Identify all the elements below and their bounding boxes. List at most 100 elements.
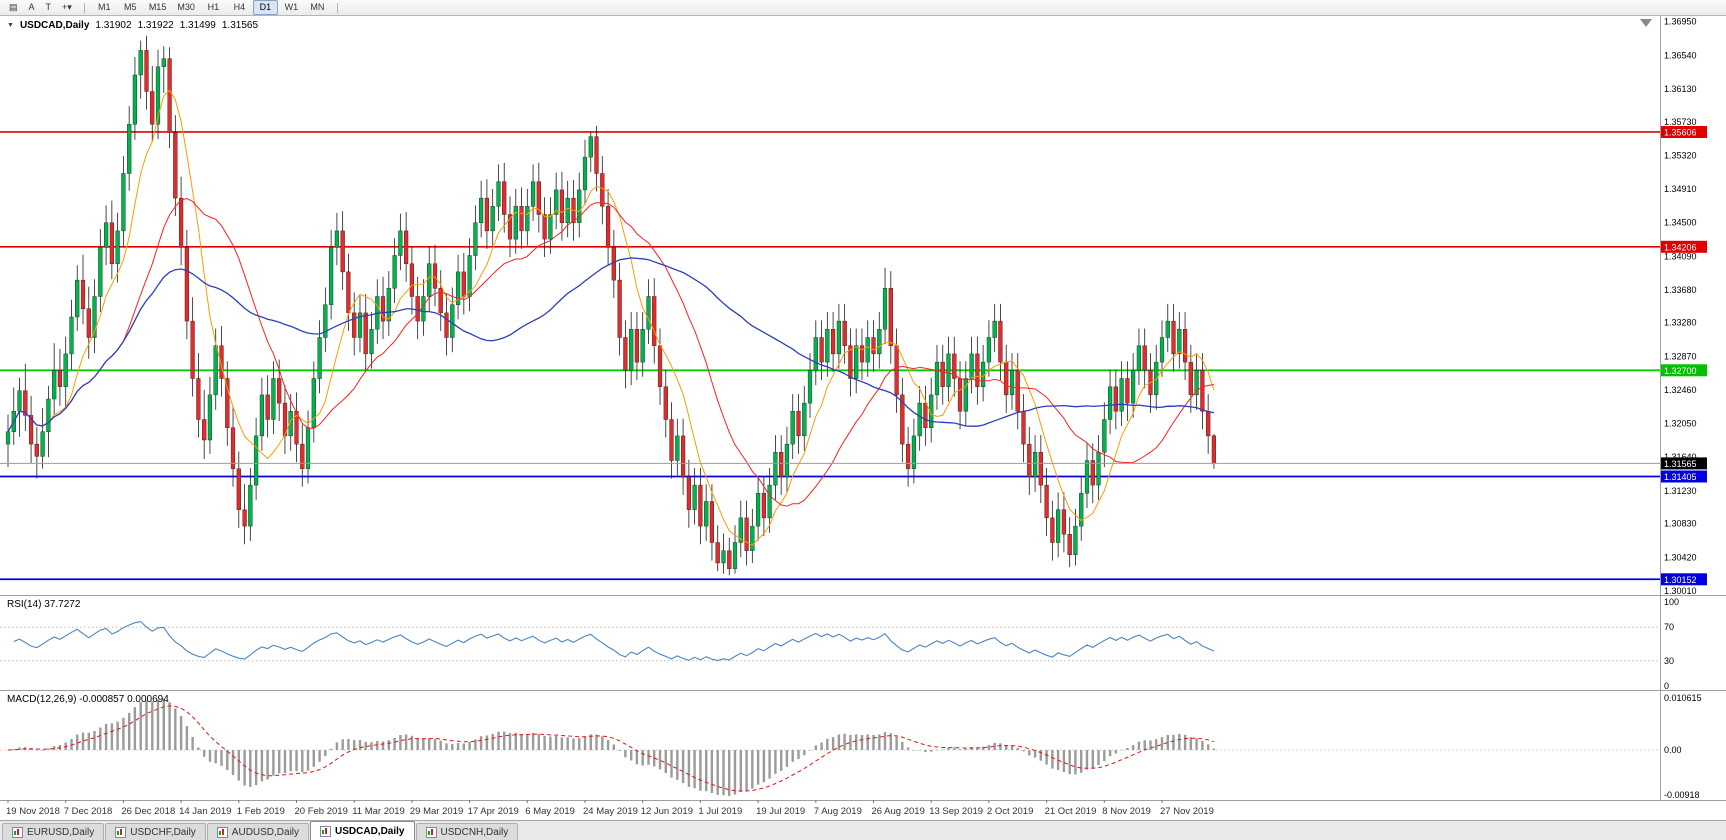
candle (311, 361, 316, 443)
chart-tab-usdchf[interactable]: USDCHF,Daily (105, 823, 206, 840)
rsi-label: RSI(14) 37.7272 (7, 599, 81, 610)
candle (363, 294, 368, 372)
date-label: 13 Sep 2019 (929, 806, 983, 817)
text-tool-button[interactable]: T (45, 2, 52, 12)
timeframe-m5-button[interactable]: M5 (124, 2, 137, 12)
chart-tab-usdcad[interactable]: USDCAD,Daily (310, 821, 415, 840)
candle (900, 377, 905, 463)
svg-text:1.32050: 1.32050 (1664, 419, 1697, 429)
candle (773, 435, 778, 500)
candle (836, 303, 841, 369)
candle (946, 336, 951, 402)
candle (940, 344, 945, 405)
candle (271, 361, 276, 435)
timeframe-h1-button[interactable]: H1 (207, 2, 220, 12)
candle (542, 197, 547, 258)
ma-fast-line (7, 89, 1215, 546)
chart-tab-icon (425, 826, 437, 838)
date-label: 20 Feb 2019 (295, 806, 348, 817)
candle (709, 484, 714, 561)
date-label: 14 Jan 2019 (179, 806, 231, 817)
candle (611, 230, 616, 299)
timeframe-m15-button[interactable]: M15 (148, 2, 167, 12)
candle (484, 179, 489, 249)
chart-tab-icon (216, 826, 228, 838)
candle (29, 395, 34, 463)
candle (669, 402, 674, 479)
ohlc-low: 1.31499 (179, 20, 216, 31)
price-axis[interactable]: 1.36950 1.36540 1.36130 1.35730 1.35320 1.349… (1661, 17, 1707, 800)
timeframe-w1-button[interactable]: W1 (284, 2, 299, 12)
candle (409, 246, 414, 315)
chart-tab-label: EURUSD,Daily (27, 826, 95, 838)
candle (1004, 344, 1009, 413)
chart-tab-label: USDCAD,Daily (335, 825, 405, 837)
candle (536, 162, 541, 233)
chart-tab-audusd[interactable]: AUDUSD,Daily (206, 823, 310, 840)
candle (750, 508, 755, 563)
candle (202, 390, 207, 459)
ohlc-close: 1.31565 (221, 20, 259, 31)
candle (329, 230, 334, 320)
svg-text:1.36540: 1.36540 (1664, 50, 1697, 60)
time-axis[interactable]: 19 Nov 2018 7 Dec 2018 26 Dec 2018 14 Jan 2… (6, 800, 1214, 817)
chart-tab-eurusd[interactable]: EURUSD,Daily (2, 823, 105, 840)
candle (236, 451, 241, 528)
candle (340, 211, 345, 290)
candle (1079, 476, 1084, 541)
candle (92, 279, 97, 354)
svg-text:1.35730: 1.35730 (1664, 117, 1697, 127)
timeframe-m1-button[interactable]: M1 (98, 2, 111, 12)
candle (230, 406, 236, 487)
candlestick-series (5, 35, 1216, 576)
candle (790, 394, 795, 459)
date-label: 19 Jul 2019 (756, 806, 805, 817)
candle (565, 180, 570, 238)
timeframe-m30-button[interactable]: M30 (177, 2, 195, 12)
candle (432, 244, 438, 307)
candle (634, 312, 639, 381)
svg-text:0.00: 0.00 (1664, 745, 1682, 755)
svg-text:1.34206: 1.34206 (1664, 242, 1697, 252)
candle (138, 40, 143, 99)
candle (715, 525, 720, 572)
candle (259, 377, 264, 451)
candle (663, 369, 668, 438)
price-tag: 1.31565 (1661, 457, 1707, 470)
candle (1090, 443, 1095, 504)
timeframe-h4-button[interactable]: H4 (233, 2, 246, 12)
chart-shift-marker[interactable] (1640, 19, 1652, 27)
chart-windows-button[interactable]: ▤ (9, 2, 18, 12)
chart-tab-label: AUDUSD,Daily (231, 826, 300, 838)
candle (548, 197, 553, 254)
candle (1154, 344, 1159, 410)
candle (969, 336, 974, 394)
candle (871, 320, 876, 372)
candle (623, 320, 628, 389)
svg-text:70: 70 (1664, 622, 1674, 632)
candle (686, 459, 691, 528)
candle (52, 343, 57, 415)
candle (1009, 353, 1015, 410)
collapse-chart-icon[interactable]: ▼ (7, 22, 14, 29)
svg-text:1.34910: 1.34910 (1664, 184, 1697, 194)
chart-tab-usdcnh[interactable]: USDCNH,Daily (415, 823, 519, 840)
timeframe-d1-button[interactable]: D1 (252, 0, 278, 15)
timeframe-mn-button[interactable]: MN (310, 2, 325, 12)
toolbar-separator (336, 2, 338, 13)
candle (525, 189, 530, 246)
cursor-button[interactable]: A (28, 2, 35, 12)
svg-text:100: 100 (1664, 597, 1679, 607)
candle (594, 125, 599, 192)
candle (831, 312, 836, 372)
svg-text:1.33280: 1.33280 (1664, 318, 1697, 328)
candle (952, 336, 957, 397)
date-label: 1 Feb 2019 (237, 806, 285, 817)
svg-text:1.31230: 1.31230 (1664, 486, 1697, 496)
candle (917, 385, 922, 451)
horizontal-level-lines[interactable] (0, 131, 1660, 581)
price-tag: 1.35606 (1661, 126, 1707, 138)
toolbar: ▤ A T +▾ M1 M5 M15 M30 H1 H4 D1 W1 MN (0, 0, 1726, 16)
crosshair-button[interactable]: +▾ (62, 2, 72, 12)
